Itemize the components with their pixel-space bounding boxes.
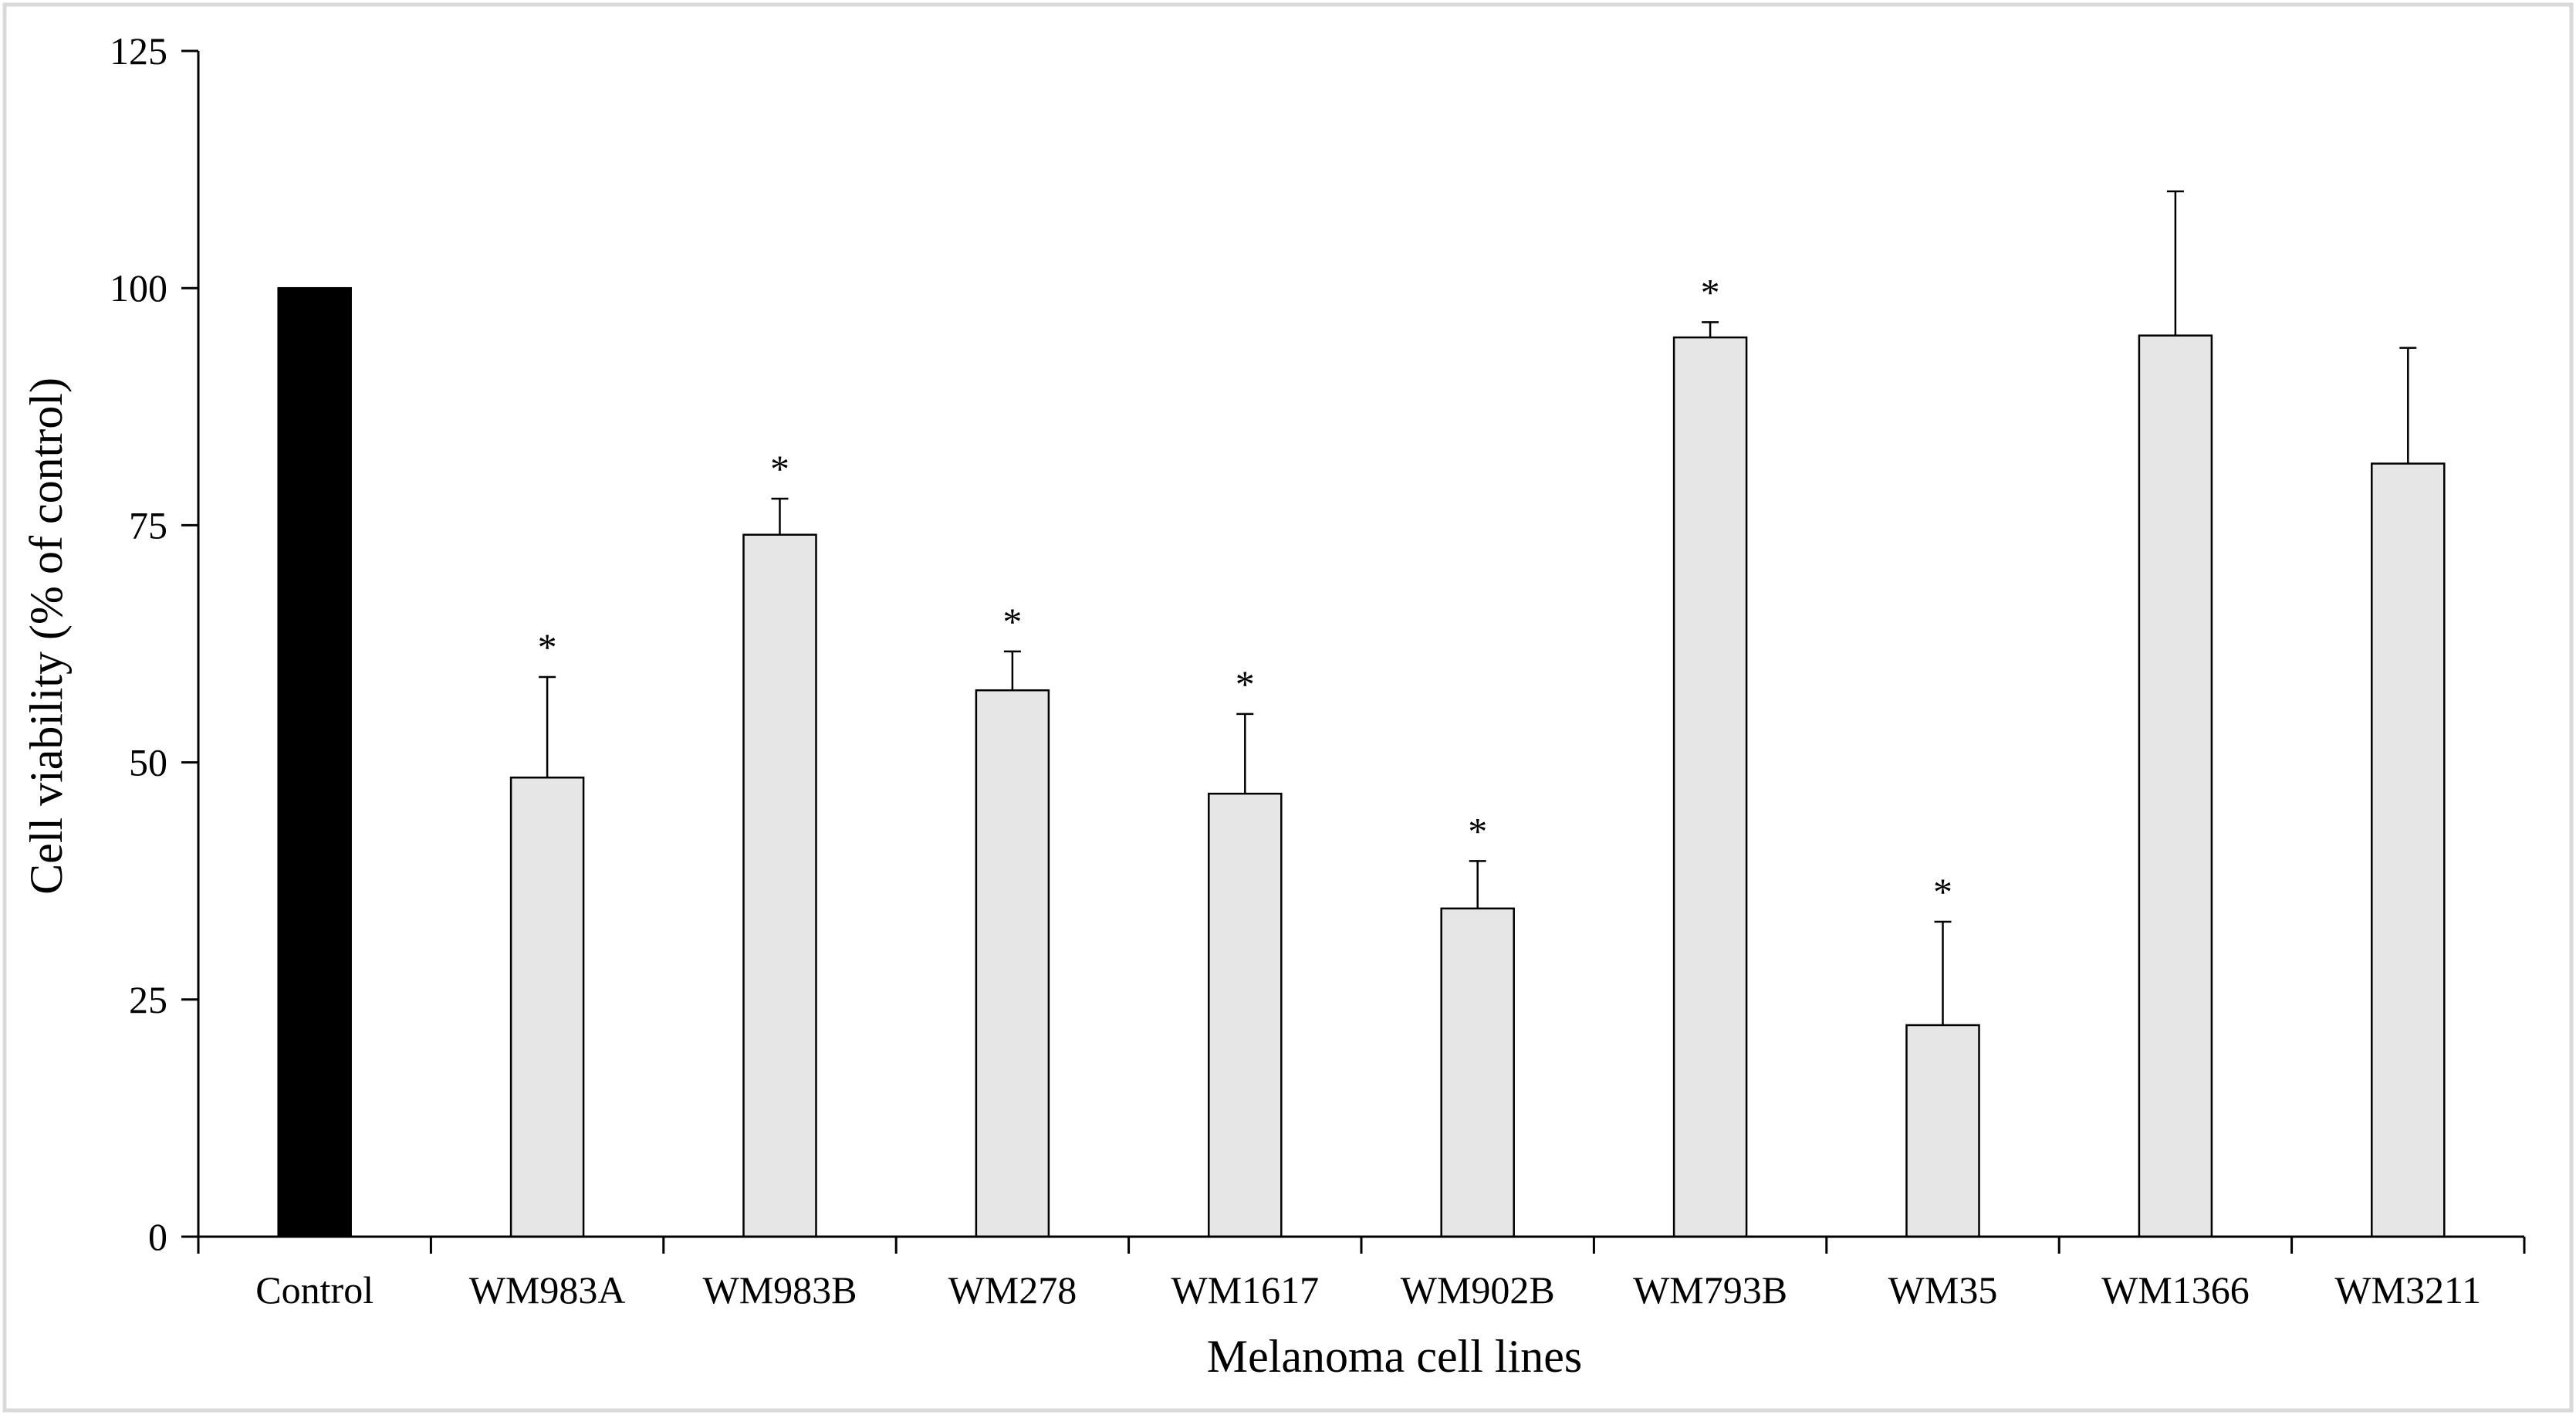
y-tick-label: 50 [129,741,167,784]
bars-layer [277,286,2446,1238]
bar-wm983b [742,533,817,1238]
bar-wm1366 [2138,334,2213,1238]
y-axis-label: Cell viability (% of control) [21,377,72,895]
x-tick-label-wm1366: WM1366 [2101,1268,2250,1312]
x-tick-label-wm983b: WM983B [703,1268,857,1312]
bar-wm3211 [2371,462,2446,1238]
x-tick-label-wm983a: WM983A [469,1268,626,1312]
y-tick-label: 75 [129,503,167,547]
x-tick-label-wm278: WM278 [948,1268,1077,1312]
y-tick-label: 125 [110,29,167,73]
bar-wm35 [1905,1024,1980,1238]
x-tick-label-control: Control [255,1268,374,1312]
x-tick-label-wm1617: WM1617 [1171,1268,1319,1312]
bar-wm1617 [1208,792,1283,1238]
bar-wm902b [1440,907,1515,1238]
significance-marker-wm278: * [1002,600,1022,643]
x-tick-label-wm3211: WM3211 [2334,1268,2481,1312]
x-axis-label: Melanoma cell lines [1207,1331,1583,1382]
significance-marker-wm35: * [1933,870,1952,913]
y-tick-label: 25 [129,978,167,1021]
significance-marker-wm1617: * [1236,662,1255,706]
x-tick-label-wm35: WM35 [1888,1268,1998,1312]
significance-layer: * * * * * * * [538,270,1952,913]
x-axis: Control WM983A WM983B WM278 WM1617 WM902B WM79… [197,1235,2526,1312]
bar-wm983a [509,777,585,1238]
y-tick-label: 0 [148,1215,167,1258]
significance-marker-wm902b: * [1468,809,1487,852]
bar-control [277,286,352,1238]
error-bars-layer [539,190,2417,1025]
bar-wm793b [1672,336,1748,1238]
y-axis: 0 25 50 75 100 125 [110,29,200,1258]
x-tick-label-wm793b: WM793B [1633,1268,1787,1312]
bar-wm278 [975,689,1050,1238]
x-tick-label-wm902b: WM902B [1401,1268,1555,1312]
y-tick-label: 100 [110,266,167,310]
significance-marker-wm983b: * [770,447,789,490]
significance-marker-wm983a: * [538,625,557,669]
significance-marker-wm793b: * [1701,270,1720,313]
